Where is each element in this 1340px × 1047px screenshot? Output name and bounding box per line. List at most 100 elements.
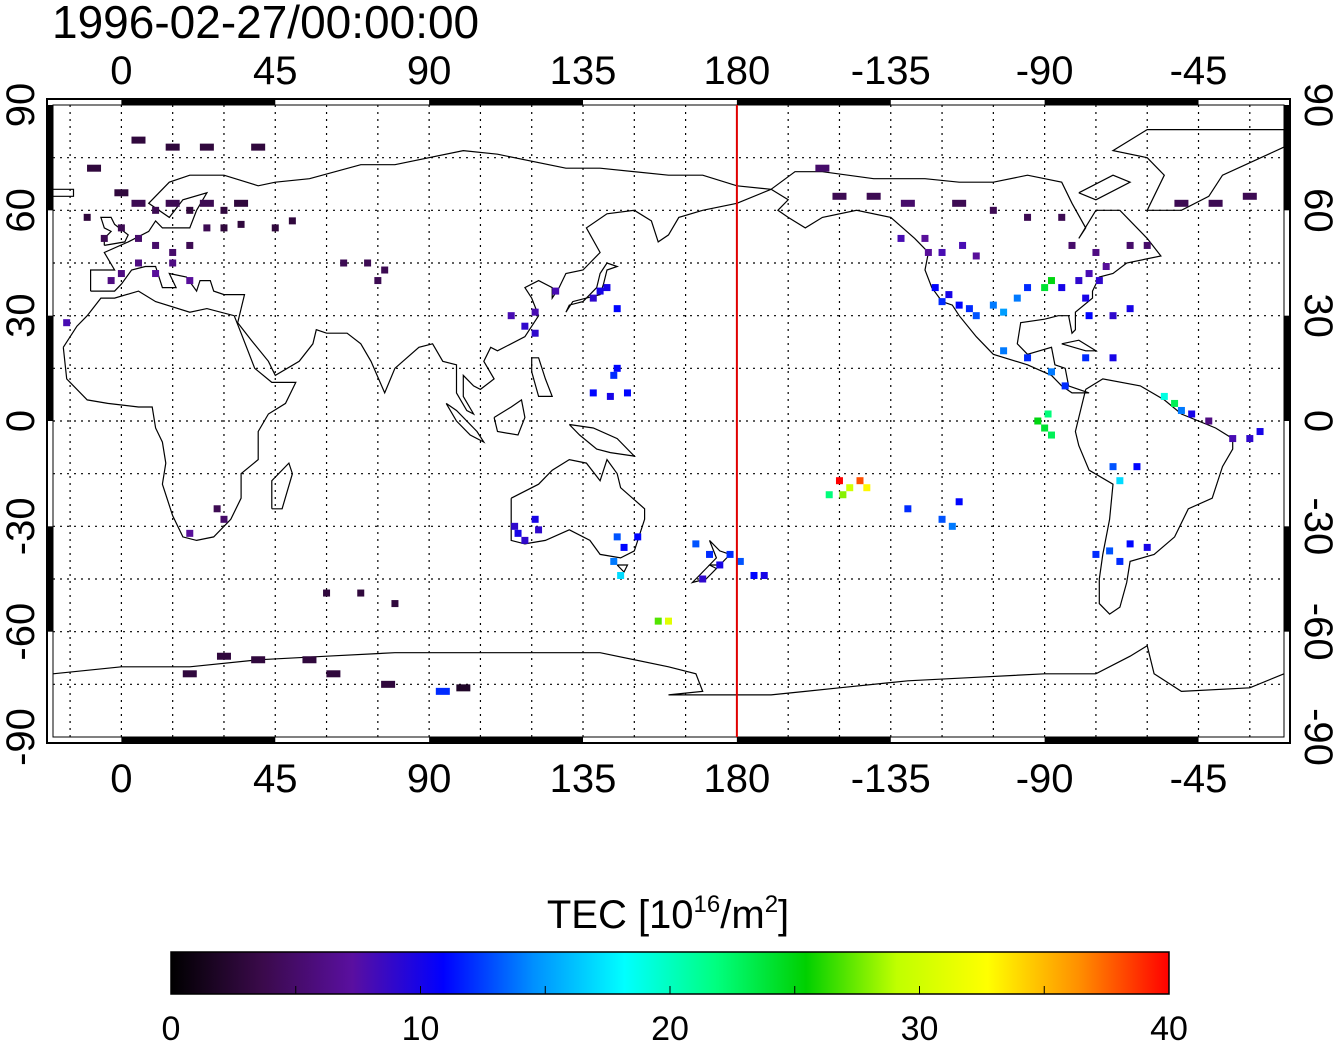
frame-bar-left [47,105,53,211]
top-lon-label: -90 [1016,49,1074,93]
left-latitude-labels: 90 60 30 0 -30 -60 -90 [0,83,43,766]
bottom-lon-label: 45 [253,757,298,801]
tec-point [234,199,249,207]
tec-point [186,529,194,537]
tec-point [152,206,160,214]
tec-point [1041,284,1049,292]
tec-point [1208,199,1223,207]
tec-point [904,505,912,513]
tec-point [1082,354,1090,362]
tec-point [199,143,214,151]
tec-point [213,505,221,513]
tec-point [839,491,847,499]
colorbar: TEC [1016/m2] 0 10 20 30 40 [162,891,1188,1047]
top-longitude-labels: 0 45 90 135 180 -135 -90 -45 [110,49,1227,93]
tec-point [1047,368,1055,376]
coast-sumatra [445,402,486,444]
tec-point [620,543,628,551]
tec-point [931,284,939,292]
coast-africa [62,290,297,542]
tec-point [1106,547,1114,555]
frame-ticks [47,99,1290,743]
tec-point [1000,347,1008,355]
tec-point [1092,550,1100,558]
frame-bar-bottom [736,737,891,743]
bottom-lon-label: -45 [1170,757,1228,801]
tec-point [288,217,296,225]
tec-point [152,270,160,278]
tec-point [323,589,331,597]
colorbar-label-mid: /m [720,893,764,937]
tec-point [589,294,597,302]
left-lat-label: -90 [0,708,43,766]
tec-point [596,287,604,295]
tec-point [959,241,967,249]
tec-point [989,301,997,309]
tec-point [938,515,946,523]
tec-point [1116,557,1124,565]
tec-point [613,364,621,372]
coast-madagascar [271,461,294,510]
coast-australia [510,458,646,559]
tec-point [1126,540,1134,548]
tec-point [1044,410,1052,418]
left-lat-label: 0 [0,410,43,432]
left-lat-label: 30 [0,293,43,338]
top-lon-label: 135 [550,49,617,93]
tec-point [1024,284,1032,292]
coast-antarctica [52,644,1285,696]
tec-point [965,305,973,313]
tec-point [1177,406,1185,414]
tec-point [617,571,625,579]
tec-point [1000,308,1008,316]
tec-point [856,477,864,485]
tec-point [531,515,539,523]
right-lat-label: 30 [1296,293,1340,338]
tec-point [815,164,830,172]
tec-point [374,277,382,285]
tec-point [391,600,399,608]
top-lon-label: 90 [407,49,452,93]
map-grid [53,105,1284,737]
tec-point [736,557,744,565]
tec-point [654,617,662,625]
tec-point [521,536,529,544]
frame-bar-bottom [121,737,276,743]
tec-point [1092,248,1100,256]
tec-point [1085,270,1093,278]
bottom-lon-label: 180 [704,757,771,801]
tec-point [846,484,854,492]
tec-point [63,319,71,327]
tec-point [199,199,214,207]
tec-point [134,259,142,267]
tec-point [381,266,389,274]
right-lat-label: -60 [1296,603,1340,661]
coast-tasmania [616,564,629,574]
right-lat-label: 90 [1296,83,1340,128]
coast-japan [565,262,620,313]
colorbar-label: TEC [1016/m2] [547,891,789,937]
top-lon-label: 45 [253,49,298,93]
tec-points [63,136,1264,695]
tec-point [134,234,142,242]
frame-bar-bottom [429,737,584,743]
tec-point [182,670,197,678]
tec-point [726,550,734,558]
frame-bar-top [1044,99,1199,105]
tec-point [863,484,871,492]
tec-point [456,684,471,692]
tec-point [972,312,980,320]
tec-point [1041,424,1049,432]
tec-point [186,277,194,285]
coast-britain [100,216,129,246]
tec-point [271,224,279,232]
right-lat-label: -90 [1296,708,1340,766]
coast-scandinavia-island [47,188,75,197]
tec-point [866,192,881,200]
tec-point [326,670,341,678]
tec-point [237,220,245,228]
frame-bar-left [47,526,53,632]
tec-point [83,213,91,221]
